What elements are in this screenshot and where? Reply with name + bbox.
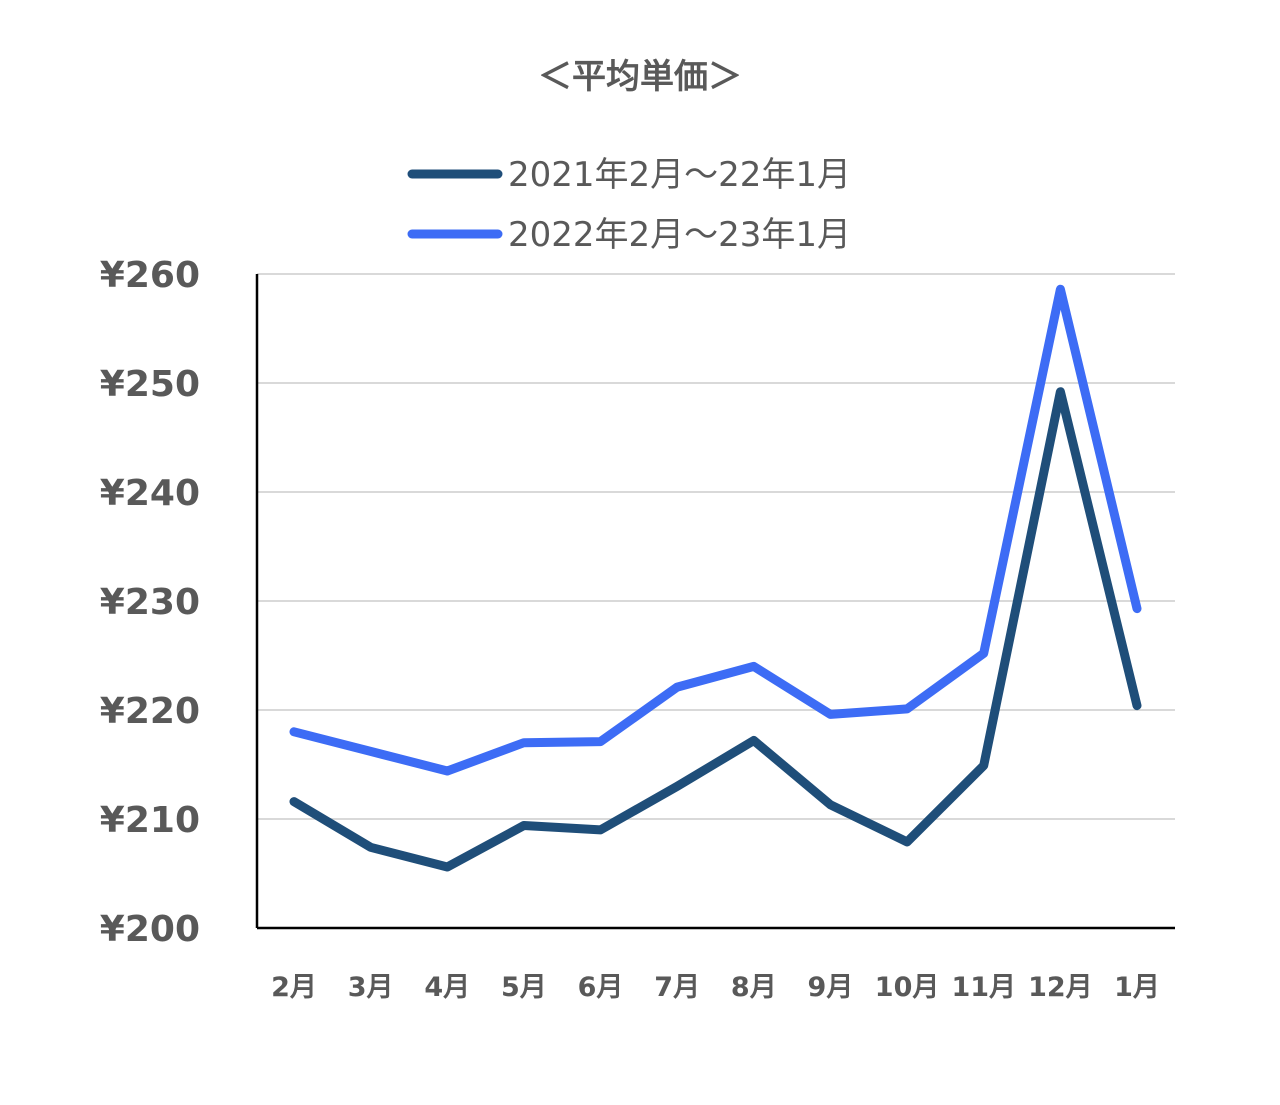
series-line [289,387,1142,872]
x-tick-label: 6月 [578,972,624,1003]
x-tick-label: 4月 [424,972,470,1003]
x-tick-label: 5月 [501,972,547,1003]
y-tick-label: ¥230 [100,582,200,623]
x-tick-label: 12月 [1028,972,1093,1003]
y-tick-label: ¥210 [100,800,200,841]
x-tick-label: 3月 [348,972,394,1003]
y-tick-label: ¥240 [100,473,200,514]
y-tick-label: ¥260 [100,255,200,296]
x-tick-label: 7月 [654,972,700,1003]
legend-label: 2021年2月～22年1月 [508,155,851,195]
legend-label: 2022年2月～23年1月 [508,215,851,255]
y-tick-label: ¥200 [100,909,200,950]
x-tick-label: 10月 [875,972,940,1003]
series-lines [289,284,1142,872]
x-tick-label: 11月 [951,972,1016,1003]
x-axis-ticks: 2月 3月 4月 5月 6月 7月 8月 9月 10月 11月 12月 1月 [271,972,1160,1003]
x-tick-label: 9月 [808,972,854,1003]
series-line [289,284,1142,776]
x-tick-label: 1月 [1114,972,1160,1003]
y-axis-ticks: ¥200 ¥210 ¥220 ¥230 ¥240 ¥250 ¥260 [100,255,200,950]
gridlines [257,273,1175,820]
legend: 2021年2月～22年1月 2022年2月～23年1月 [407,155,851,255]
y-tick-label: ¥220 [100,691,200,732]
y-tick-label: ¥250 [100,364,200,405]
axes [255,274,1175,930]
x-tick-label: 2月 [271,972,317,1003]
chart-title: ＜平均単価＞ [538,57,742,97]
x-tick-label: 8月 [731,972,777,1003]
